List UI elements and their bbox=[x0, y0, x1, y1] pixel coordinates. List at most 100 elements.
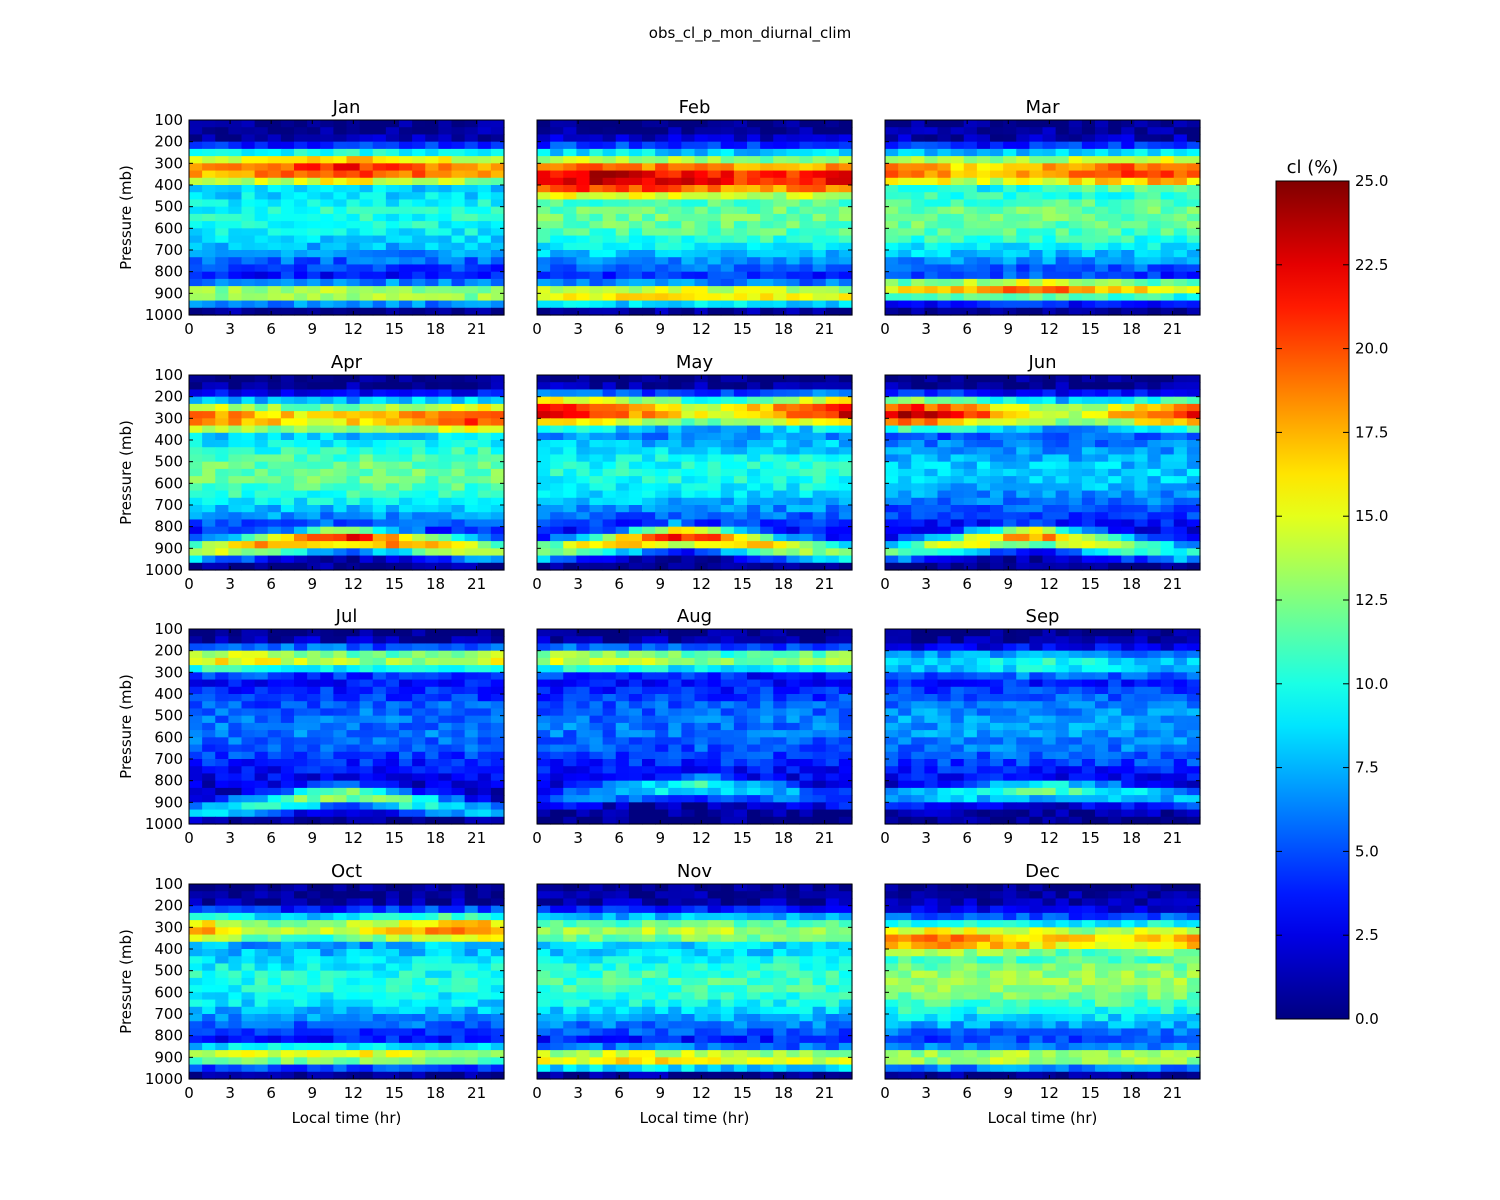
y-tick-label: 600 bbox=[154, 728, 183, 746]
heatmap-cell bbox=[786, 250, 801, 258]
heatmap-cell bbox=[1016, 134, 1030, 143]
heatmap-cell bbox=[990, 278, 1004, 287]
heatmap-cell bbox=[1095, 148, 1109, 157]
heatmap-cell bbox=[346, 454, 361, 463]
heatmap-cell bbox=[628, 134, 643, 143]
heatmap-cell bbox=[372, 541, 387, 549]
heatmap-cell bbox=[668, 396, 682, 405]
heatmap-cell bbox=[425, 751, 439, 760]
heatmap-cell bbox=[385, 242, 400, 251]
heatmap-cell bbox=[760, 382, 774, 391]
heatmap-cell bbox=[668, 541, 682, 549]
heatmap-cell bbox=[720, 468, 735, 477]
heatmap-cell bbox=[1186, 293, 1201, 302]
heatmap-cell bbox=[950, 519, 965, 528]
heatmap-cell bbox=[399, 483, 413, 492]
heatmap-cell bbox=[924, 242, 939, 251]
heatmap-cell bbox=[215, 657, 229, 666]
heatmap-cell bbox=[425, 665, 439, 673]
heatmap-cell bbox=[990, 185, 1004, 193]
heatmap-cell bbox=[1042, 497, 1057, 506]
heatmap-cell bbox=[733, 293, 748, 302]
heatmap-cell bbox=[911, 206, 925, 215]
heatmap-cell bbox=[760, 177, 774, 186]
heatmap-cell bbox=[202, 447, 216, 456]
heatmap-cell bbox=[451, 440, 466, 448]
heatmap-cell bbox=[990, 541, 1004, 549]
heatmap-cell bbox=[254, 403, 269, 412]
heatmap-cell bbox=[425, 780, 439, 789]
heatmap-cell bbox=[267, 751, 282, 760]
heatmap-cell bbox=[733, 228, 748, 237]
heatmap-cell bbox=[228, 730, 243, 738]
heatmap-cell bbox=[760, 432, 774, 441]
heatmap-cell bbox=[1068, 293, 1083, 302]
heatmap-cell bbox=[589, 235, 604, 244]
heatmap-cell bbox=[254, 382, 269, 391]
heatmap-cell bbox=[464, 730, 479, 738]
heatmap-cell bbox=[760, 526, 774, 535]
heatmap-cell bbox=[215, 264, 229, 273]
heatmap-cell bbox=[294, 461, 308, 470]
heatmap-cell bbox=[307, 636, 321, 645]
heatmap-cell bbox=[898, 512, 912, 521]
heatmap-cell bbox=[1095, 403, 1109, 412]
heatmap-cell bbox=[707, 490, 722, 499]
heatmap-cell bbox=[628, 286, 643, 294]
heatmap-cell bbox=[320, 636, 334, 645]
heatmap-cell bbox=[372, 134, 387, 143]
heatmap-cell bbox=[898, 148, 912, 157]
heatmap-cell bbox=[911, 440, 925, 448]
heatmap-cell bbox=[425, 411, 439, 419]
heatmap-cell bbox=[477, 816, 492, 825]
heatmap-cell bbox=[615, 418, 630, 427]
heatmap-cell bbox=[694, 163, 709, 172]
heatmap-cell bbox=[642, 250, 656, 258]
heatmap-cell bbox=[215, 389, 229, 398]
heatmap-cells bbox=[189, 120, 505, 316]
heatmap-cell bbox=[799, 411, 814, 419]
heatmap-cell bbox=[733, 278, 748, 287]
heatmap-cell bbox=[464, 382, 479, 391]
heatmap-cell bbox=[490, 476, 505, 484]
heatmap-cell bbox=[720, 411, 735, 419]
heatmap-cell bbox=[464, 737, 479, 746]
heatmap-cell bbox=[372, 505, 387, 513]
heatmap-cell bbox=[320, 773, 334, 782]
heatmap-cell bbox=[563, 541, 577, 549]
heatmap-cell bbox=[694, 418, 709, 427]
heatmap-cell bbox=[911, 411, 925, 419]
heatmap-cell bbox=[215, 235, 229, 244]
heatmap-cell bbox=[812, 228, 827, 237]
heatmap-cell bbox=[490, 242, 505, 251]
heatmap-cell bbox=[720, 519, 735, 528]
heatmap-cell bbox=[812, 148, 827, 157]
heatmap-cell bbox=[1108, 206, 1122, 215]
heatmap-cell bbox=[747, 264, 761, 273]
heatmap-cell bbox=[372, 141, 387, 150]
heatmap-cell bbox=[346, 127, 361, 136]
heatmap-cell bbox=[681, 505, 696, 513]
heatmap-cell bbox=[254, 300, 269, 309]
heatmap-cell bbox=[1186, 461, 1201, 470]
heatmap-cell bbox=[320, 708, 334, 717]
heatmap-cell bbox=[668, 141, 682, 150]
heatmap-cell bbox=[1160, 461, 1175, 470]
heatmap-cell bbox=[812, 396, 827, 405]
heatmap-cell bbox=[720, 650, 735, 659]
heatmap-cell bbox=[733, 650, 748, 659]
heatmap-cell bbox=[707, 264, 722, 273]
heatmap-cell bbox=[228, 512, 243, 521]
heatmap-cell bbox=[1055, 440, 1070, 448]
heatmap-cell bbox=[399, 650, 413, 659]
heatmap-cell bbox=[1121, 425, 1135, 434]
heatmap-cell bbox=[707, 382, 722, 391]
heatmap-cell bbox=[254, 389, 269, 398]
heatmap-cell bbox=[189, 490, 203, 499]
heatmap-cells bbox=[885, 120, 1201, 316]
heatmap-cell bbox=[576, 650, 591, 659]
heatmap-cell bbox=[898, 120, 912, 128]
heatmap-cell bbox=[189, 715, 203, 724]
heatmap-cell bbox=[228, 411, 243, 419]
heatmap-cell bbox=[267, 519, 282, 528]
